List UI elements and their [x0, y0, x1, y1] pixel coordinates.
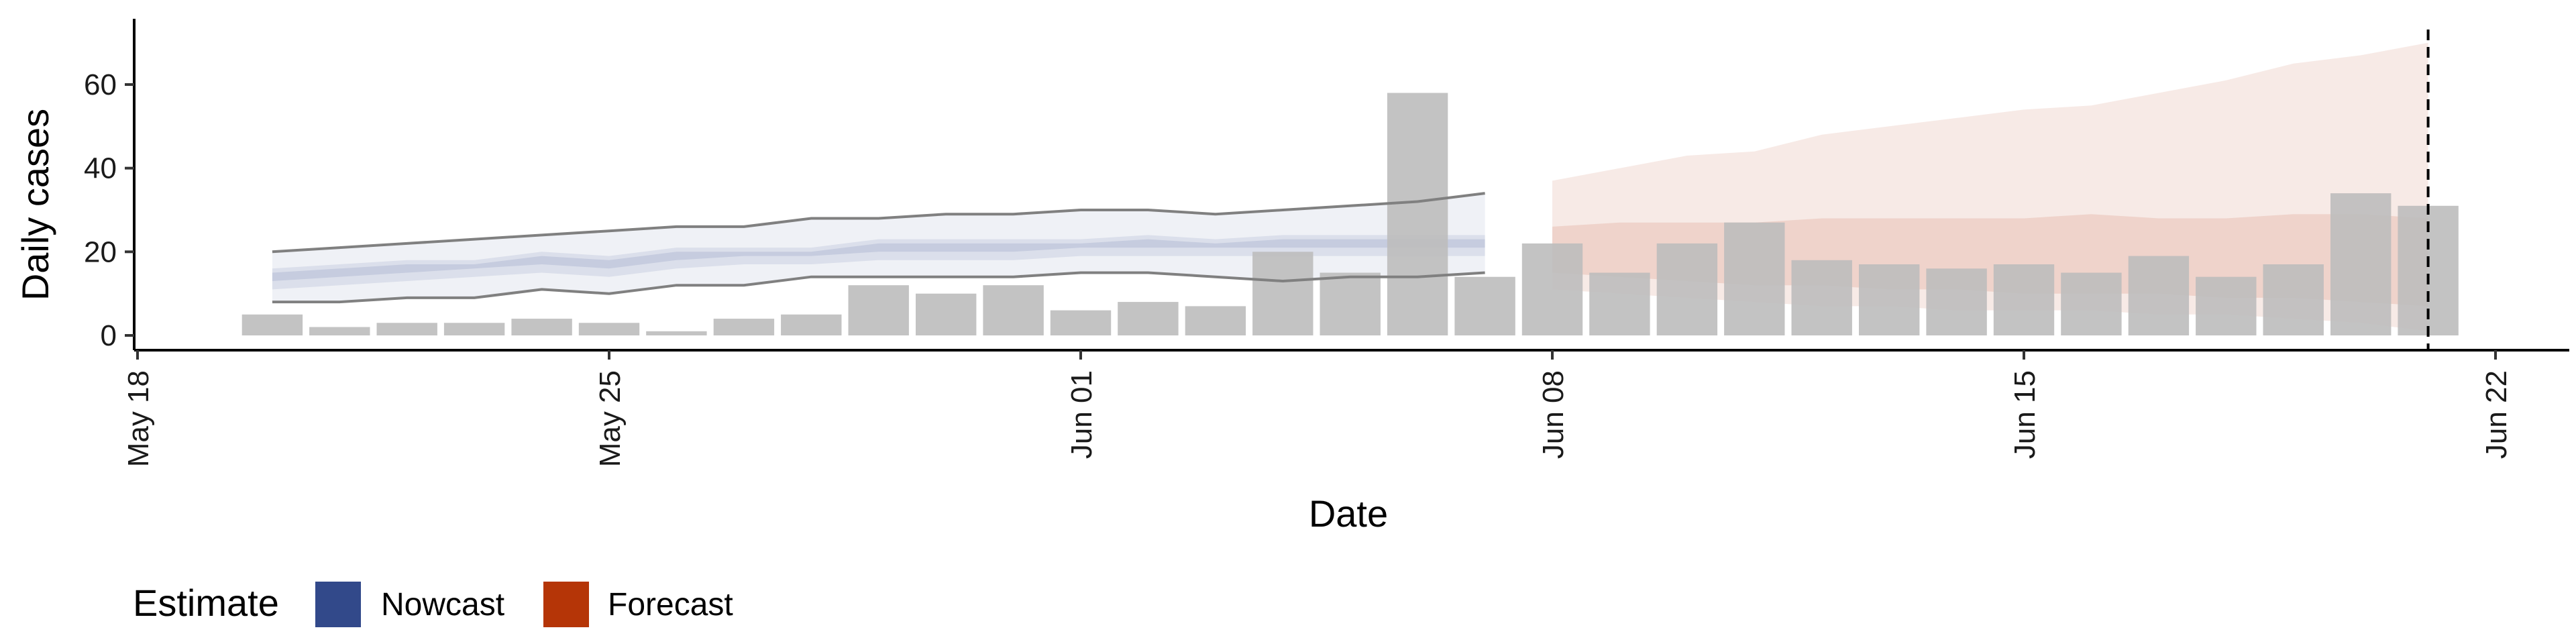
bar: [1320, 272, 1381, 335]
bar: [983, 285, 1044, 335]
bar: [1589, 272, 1650, 335]
bar: [1252, 252, 1313, 335]
bar: [1387, 93, 1448, 335]
bar: [1656, 243, 1718, 335]
y-tick-label: 0: [101, 319, 117, 352]
bar: [916, 293, 977, 335]
bar: [848, 285, 909, 335]
y-tick-label: 20: [84, 235, 117, 268]
x-axis-title: Date: [1309, 492, 1388, 535]
bar: [2128, 256, 2190, 335]
bar: [713, 319, 775, 335]
bar: [241, 314, 303, 335]
x-tick-label: Jun 22: [2480, 370, 2513, 459]
bar: [1993, 264, 2055, 335]
y-axis-title: Daily cases: [14, 109, 56, 301]
bars: [241, 93, 2459, 335]
bar: [2196, 276, 2257, 335]
legend-swatch-nowcast: [315, 582, 361, 627]
plot-panel: [241, 30, 2459, 350]
y-ticks: 0 20 40 60: [84, 68, 134, 352]
bar: [309, 327, 370, 335]
bar: [646, 331, 707, 335]
bar: [1926, 268, 1987, 335]
legend: Estimate Nowcast Forecast: [133, 582, 733, 627]
bar: [2061, 272, 2122, 335]
bar: [1050, 310, 1112, 335]
bar: [376, 323, 437, 335]
legend-label-forecast: Forecast: [608, 587, 733, 623]
bar: [1454, 276, 1515, 335]
y-tick-label: 40: [84, 152, 117, 185]
bar: [1859, 264, 1920, 335]
nowcast-lower-line: [272, 271, 1485, 304]
bar: [1724, 222, 1785, 335]
bar: [1185, 306, 1246, 335]
nowcast-lines: [272, 192, 1485, 304]
bar: [2330, 193, 2392, 335]
bar: [781, 314, 842, 335]
y-tick-label: 60: [84, 68, 117, 101]
bar: [1118, 302, 1179, 335]
nowcast-upper-line: [272, 192, 1485, 254]
bar: [511, 319, 572, 335]
x-tick-label: May 18: [122, 370, 155, 467]
x-ticks: May 18 May 25 Jun 01 Jun 08 Jun 15 Jun 22: [122, 350, 2513, 467]
x-tick-label: Jun 08: [1537, 370, 1570, 459]
bar: [443, 323, 505, 335]
x-tick-label: Jun 15: [2008, 370, 2041, 459]
legend-swatch-forecast: [543, 582, 589, 627]
axes: 0 20 40 60 May 18 May 25 Jun 01 Jun 08 Jun 15 Ju…: [84, 19, 2569, 467]
bar: [1791, 260, 1852, 335]
bar: [578, 323, 640, 335]
nowcast-band-50: [272, 235, 1485, 290]
nowcast-band-20: [272, 239, 1485, 281]
bar: [1521, 243, 1583, 335]
bar: [2263, 264, 2324, 335]
x-tick-label: May 25: [594, 370, 627, 467]
legend-title: Estimate: [133, 582, 279, 624]
legend-label-nowcast: Nowcast: [381, 587, 504, 623]
x-tick-label: Jun 01: [1065, 370, 1098, 459]
